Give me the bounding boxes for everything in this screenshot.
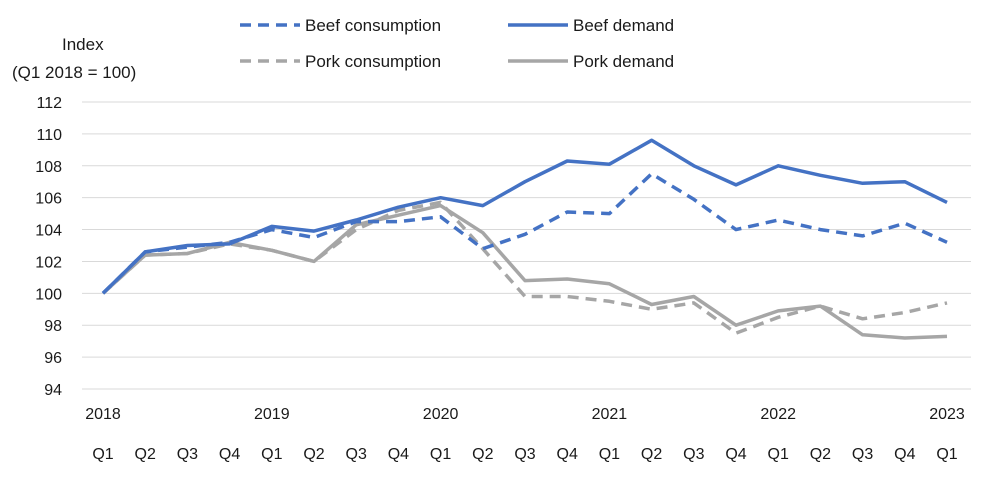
x-axis: 2018 2019 2020 2021 2022 2023 Q1 Q2 Q3 Q4 Q1 Q2 Q3 Q4… xyxy=(85,406,965,463)
x-quarter-label: Q1 xyxy=(768,446,789,463)
x-year-label: 2023 xyxy=(929,406,965,423)
x-quarter-label: Q1 xyxy=(599,446,620,463)
y-axis-label-line1: Index xyxy=(62,35,104,54)
series-lines xyxy=(101,138,948,340)
x-quarter-label: Q1 xyxy=(430,446,451,463)
x-quarter-label: Q2 xyxy=(135,446,156,463)
series-line-pork-demand xyxy=(101,203,948,340)
x-quarter-label: Q3 xyxy=(346,446,367,463)
legend-item-pork-consumption: Pork consumption xyxy=(240,52,441,71)
x-quarter-label: Q1 xyxy=(936,446,957,463)
y-tick-label: 110 xyxy=(36,127,62,144)
legend-item-beef-consumption: Beef consumption xyxy=(240,16,441,35)
y-tick-label: 102 xyxy=(35,254,62,271)
x-quarter-label: Q2 xyxy=(303,446,324,463)
x-year-label: 2019 xyxy=(254,406,290,423)
x-quarter-label: Q4 xyxy=(219,446,240,463)
x-quarter-label: Q3 xyxy=(683,446,704,463)
y-tick-label: 94 xyxy=(44,382,62,399)
series-line-beef-demand xyxy=(101,138,948,295)
legend-label-beef-consumption: Beef consumption xyxy=(305,16,441,35)
y-tick-label: 104 xyxy=(35,223,62,240)
legend: Beef consumption Beef demand Pork consum… xyxy=(240,16,674,71)
x-quarter-label: Q3 xyxy=(852,446,873,463)
legend-label-pork-demand: Pork demand xyxy=(573,52,674,71)
y-tick-label: 100 xyxy=(35,286,62,303)
series-line-beef-consumption xyxy=(101,172,948,295)
x-year-label: 2022 xyxy=(760,406,796,423)
x-quarter-label: Q4 xyxy=(894,446,915,463)
y-tick-label: 108 xyxy=(35,159,62,176)
x-year-label: 2021 xyxy=(592,406,628,423)
x-quarter-label: Q3 xyxy=(177,446,198,463)
x-year-label: 2018 xyxy=(85,406,121,423)
x-year-label: 2020 xyxy=(423,406,459,423)
y-tick-label: 112 xyxy=(36,95,62,112)
x-quarter-label: Q1 xyxy=(92,446,113,463)
x-quarter-label: Q3 xyxy=(514,446,535,463)
y-tick-label: 98 xyxy=(44,318,62,335)
legend-label-beef-demand: Beef demand xyxy=(573,16,674,35)
x-quarter-label: Q2 xyxy=(641,446,662,463)
x-quarter-label: Q4 xyxy=(388,446,409,463)
grid-lines xyxy=(82,101,971,390)
x-quarter-label: Q1 xyxy=(261,446,282,463)
x-quarter-label: Q2 xyxy=(472,446,493,463)
y-tick-label: 96 xyxy=(44,350,62,367)
legend-item-beef-demand: Beef demand xyxy=(508,16,674,35)
y-axis-ticks: 94 96 98 100 102 104 106 108 110 112 xyxy=(35,95,62,399)
y-axis-label-line2: (Q1 2018 = 100) xyxy=(12,63,136,82)
x-quarter-label: Q4 xyxy=(557,446,578,463)
legend-label-pork-consumption: Pork consumption xyxy=(305,52,441,71)
x-quarter-label: Q2 xyxy=(810,446,831,463)
y-tick-label: 106 xyxy=(35,191,62,208)
series-line-pork-consumption xyxy=(101,200,948,335)
x-quarter-label: Q4 xyxy=(725,446,746,463)
legend-item-pork-demand: Pork demand xyxy=(508,52,674,71)
